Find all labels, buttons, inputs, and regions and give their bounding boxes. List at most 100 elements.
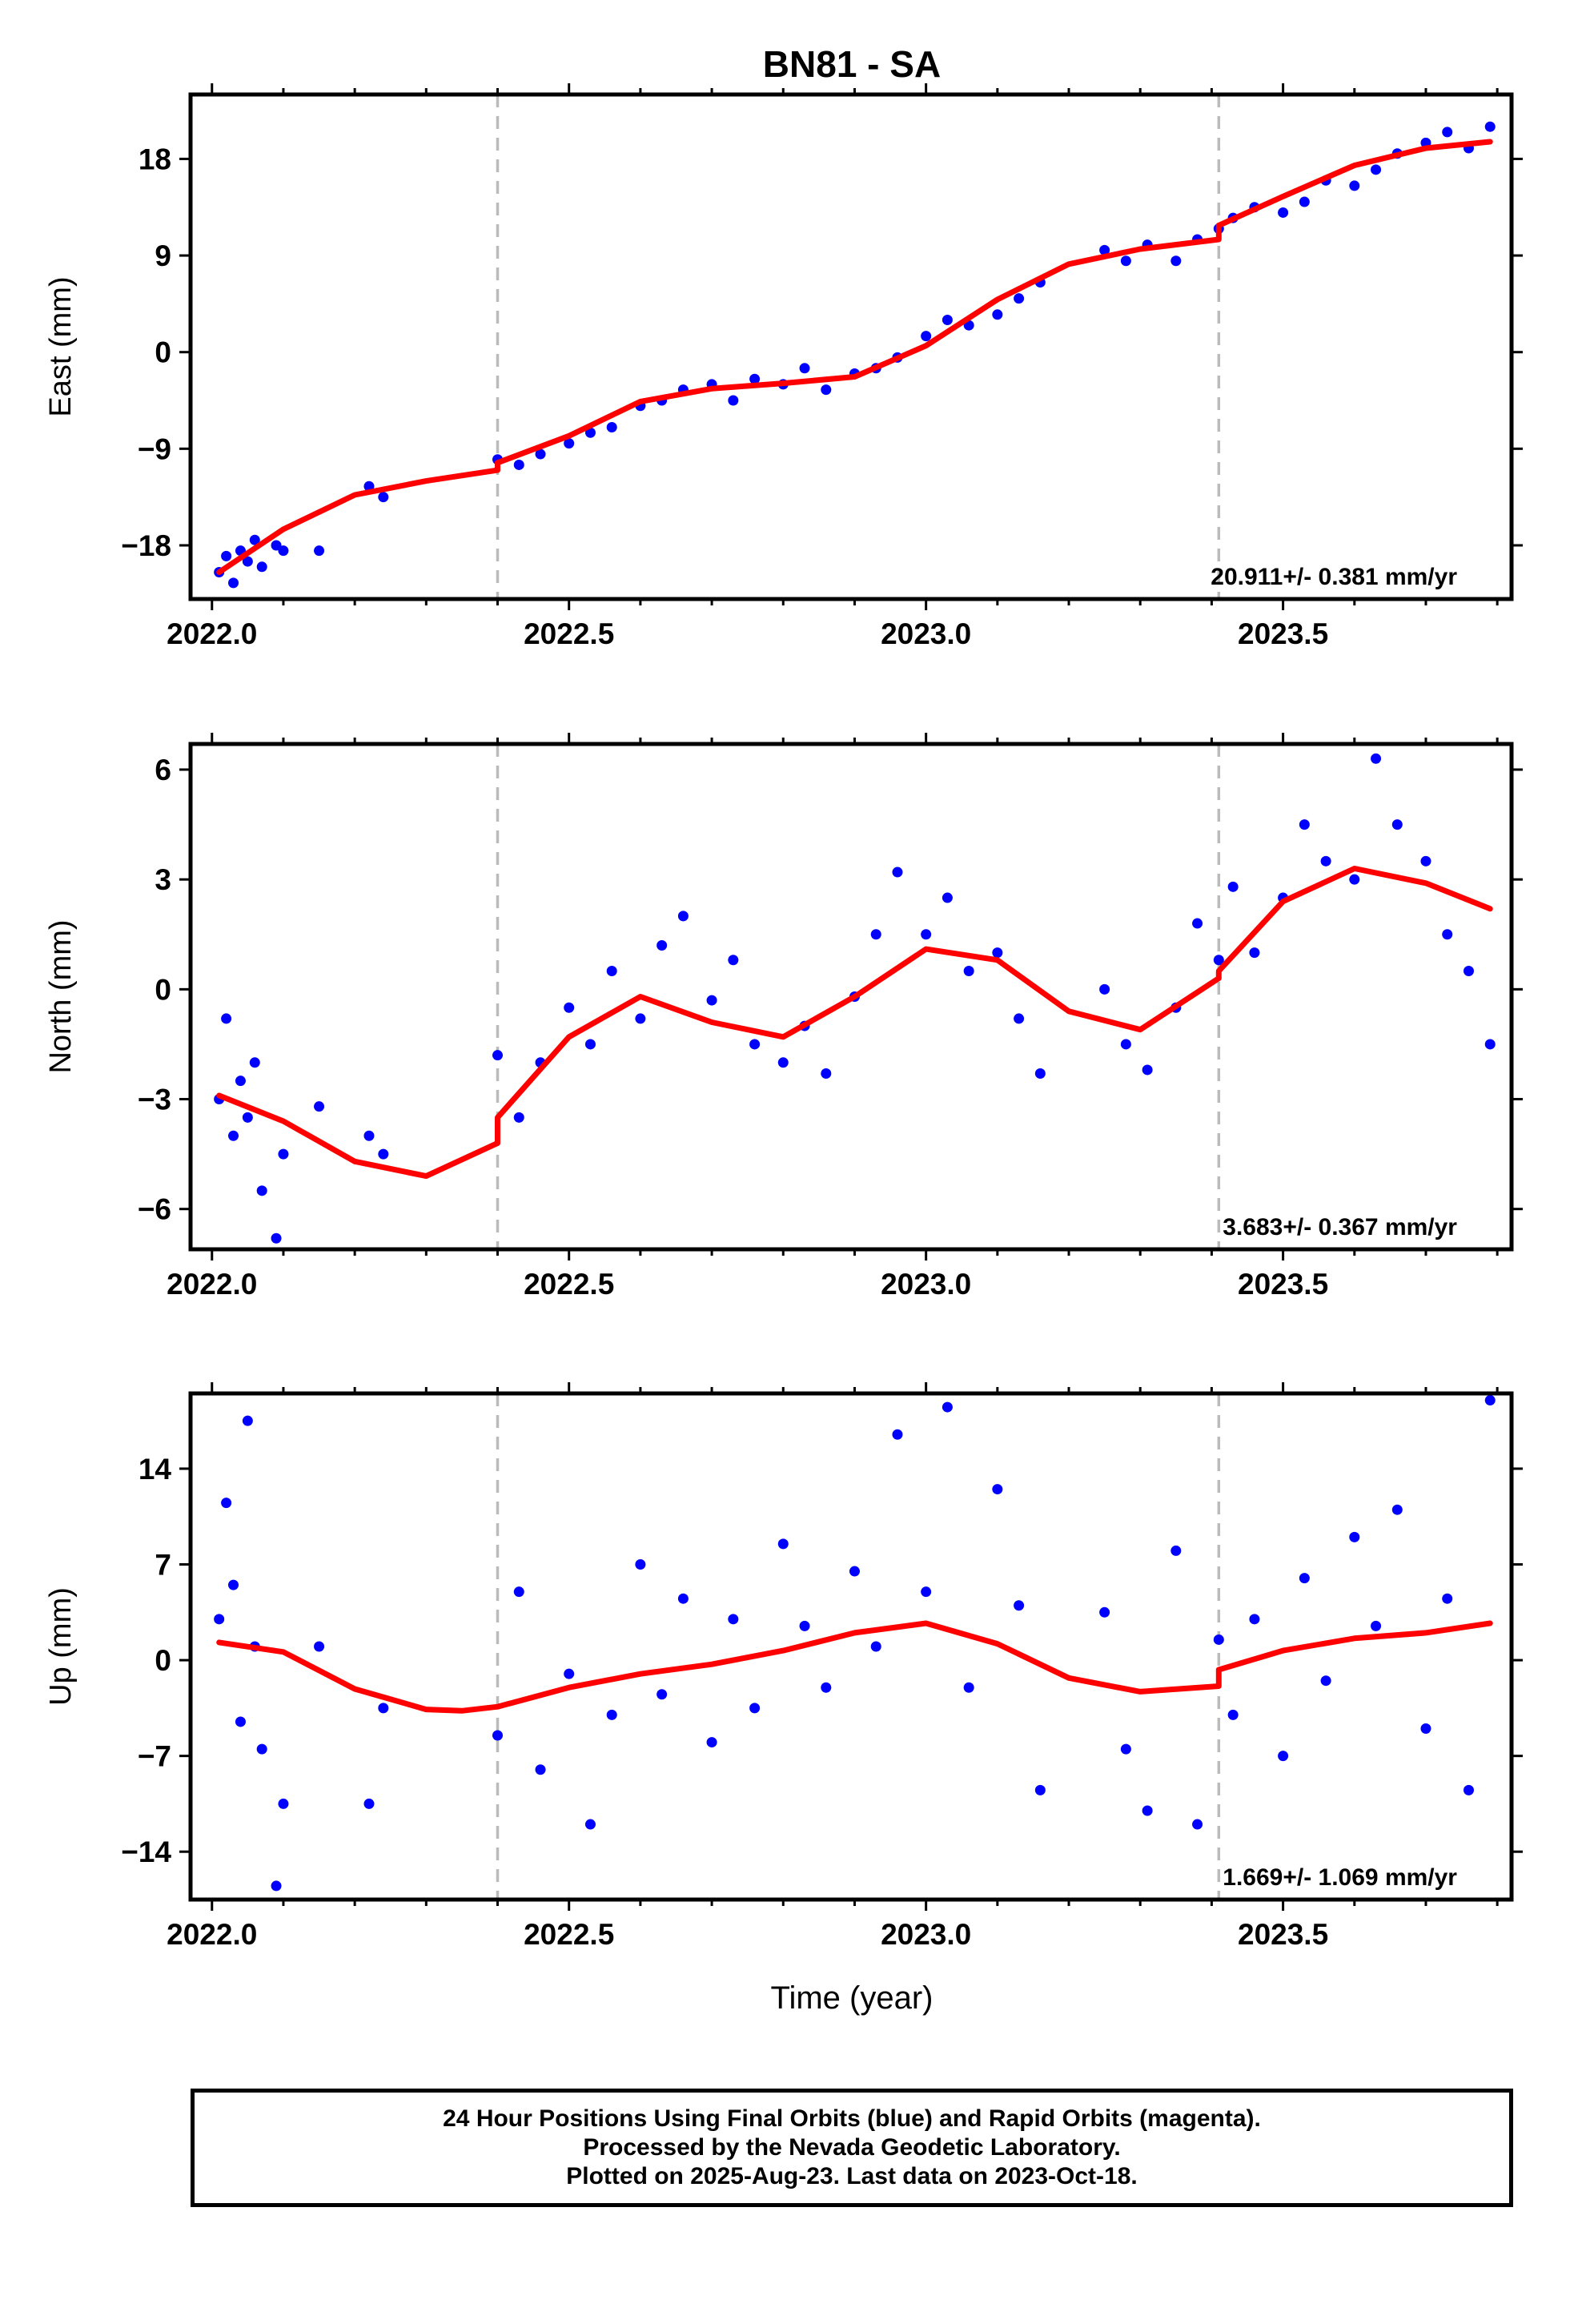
plot-frame [188, 1391, 1514, 1902]
data-point [1249, 1614, 1260, 1625]
data-point [942, 1401, 953, 1413]
x-tick-label: 2023.5 [1238, 1268, 1328, 1301]
plot-frame [188, 92, 1514, 601]
data-point [271, 540, 282, 551]
data-point [606, 1709, 617, 1720]
data-point [1170, 255, 1182, 267]
model-curve [216, 139, 1493, 575]
plot-frame [188, 742, 1514, 1252]
data-point [1484, 1039, 1496, 1050]
x-tick-label: 2022.5 [524, 617, 614, 650]
data-point [1120, 1039, 1131, 1050]
data-point [1391, 1504, 1403, 1515]
data-point [221, 1013, 232, 1024]
data-point [1484, 121, 1496, 132]
data-point [278, 1798, 289, 1809]
data-point [777, 1538, 789, 1550]
data-point [728, 1614, 739, 1625]
y-tick-label: 9 [155, 239, 171, 272]
data-point [513, 1586, 524, 1598]
north-panel: 2022.0 2022.5 2023.0 2023.5 −6 −3 0 3 6 North (mm… [44, 733, 1523, 1301]
data-point [870, 929, 881, 940]
footer-line-2: Processed by the Nevada Geodetic Laborat… [583, 2134, 1121, 2161]
data-point [535, 448, 546, 460]
chart-title: BN81 - SA [763, 43, 941, 85]
data-point [513, 459, 524, 470]
data-point [1442, 1593, 1453, 1604]
data-point [656, 939, 668, 951]
data-point [584, 1819, 596, 1830]
data-point [821, 1682, 832, 1693]
x-tick-label: 2022.5 [524, 1268, 614, 1301]
footer-line-3: Plotted on 2025-Aug-23. Last data on 202… [566, 2163, 1138, 2189]
data-point [1484, 1395, 1496, 1406]
data-point [228, 1130, 239, 1141]
x-tick-label: 2022.0 [167, 617, 257, 650]
data-point [564, 1668, 575, 1679]
y-tick-label: 0 [155, 973, 171, 1006]
data-point [228, 1579, 239, 1590]
data-point [1442, 929, 1453, 940]
data-point [242, 1415, 253, 1426]
y-axis-label: North (mm) [44, 919, 78, 1073]
data-point [963, 1682, 974, 1693]
model-curve [216, 1620, 1493, 1714]
data-point [1099, 1606, 1110, 1618]
data-point [378, 1703, 389, 1714]
data-point [1463, 965, 1474, 976]
data-point [1170, 1545, 1182, 1556]
data-point [1299, 1573, 1310, 1584]
data-point [278, 545, 289, 557]
data-point [821, 384, 832, 396]
data-point [1120, 1743, 1131, 1755]
data-point [1420, 855, 1431, 866]
data-point [564, 1002, 575, 1013]
data-point [256, 561, 267, 573]
data-point [378, 1148, 389, 1160]
data-point [1371, 753, 1382, 764]
data-point [271, 1880, 282, 1892]
data-point [1099, 983, 1110, 995]
data-point [1299, 196, 1310, 207]
data-point [728, 955, 739, 966]
data-point [378, 492, 389, 503]
y-tick-label: 6 [155, 754, 171, 786]
data-point [1278, 207, 1289, 218]
data-point [1227, 881, 1239, 892]
data-point [749, 1703, 761, 1714]
data-point [363, 1130, 375, 1141]
y-tick-label: −3 [138, 1084, 171, 1116]
data-point [728, 395, 739, 406]
y-tick-label: −9 [138, 432, 171, 465]
data-point [635, 1013, 646, 1024]
y-axis-label: Up (mm) [44, 1587, 78, 1706]
data-point [235, 1716, 246, 1727]
data-point [256, 1185, 267, 1196]
data-point [584, 427, 596, 438]
data-point [749, 1039, 761, 1050]
data-point [1014, 293, 1025, 304]
data-point [249, 534, 260, 545]
data-point [1213, 955, 1224, 966]
data-point [271, 1232, 282, 1244]
data-point [706, 995, 717, 1006]
data-point [1463, 1784, 1474, 1795]
data-point [249, 1057, 260, 1068]
data-point [921, 1586, 932, 1598]
data-point [1099, 244, 1110, 255]
data-point [1014, 1013, 1025, 1024]
data-point [849, 1566, 860, 1577]
data-point [656, 1689, 668, 1700]
data-point [228, 577, 239, 589]
east-panel: 2022.0 2022.5 2023.0 2023.5 −18 −9 0 9 18 East (m… [44, 83, 1523, 650]
data-point [1420, 1723, 1431, 1734]
x-tick-label: 2023.0 [881, 1918, 971, 1951]
y-tick-label: −7 [138, 1740, 171, 1773]
data-point [584, 1039, 596, 1050]
data-point [606, 965, 617, 976]
data-point [564, 438, 575, 449]
data-point [892, 1429, 903, 1440]
data-point [513, 1112, 524, 1123]
data-point [992, 1484, 1003, 1495]
